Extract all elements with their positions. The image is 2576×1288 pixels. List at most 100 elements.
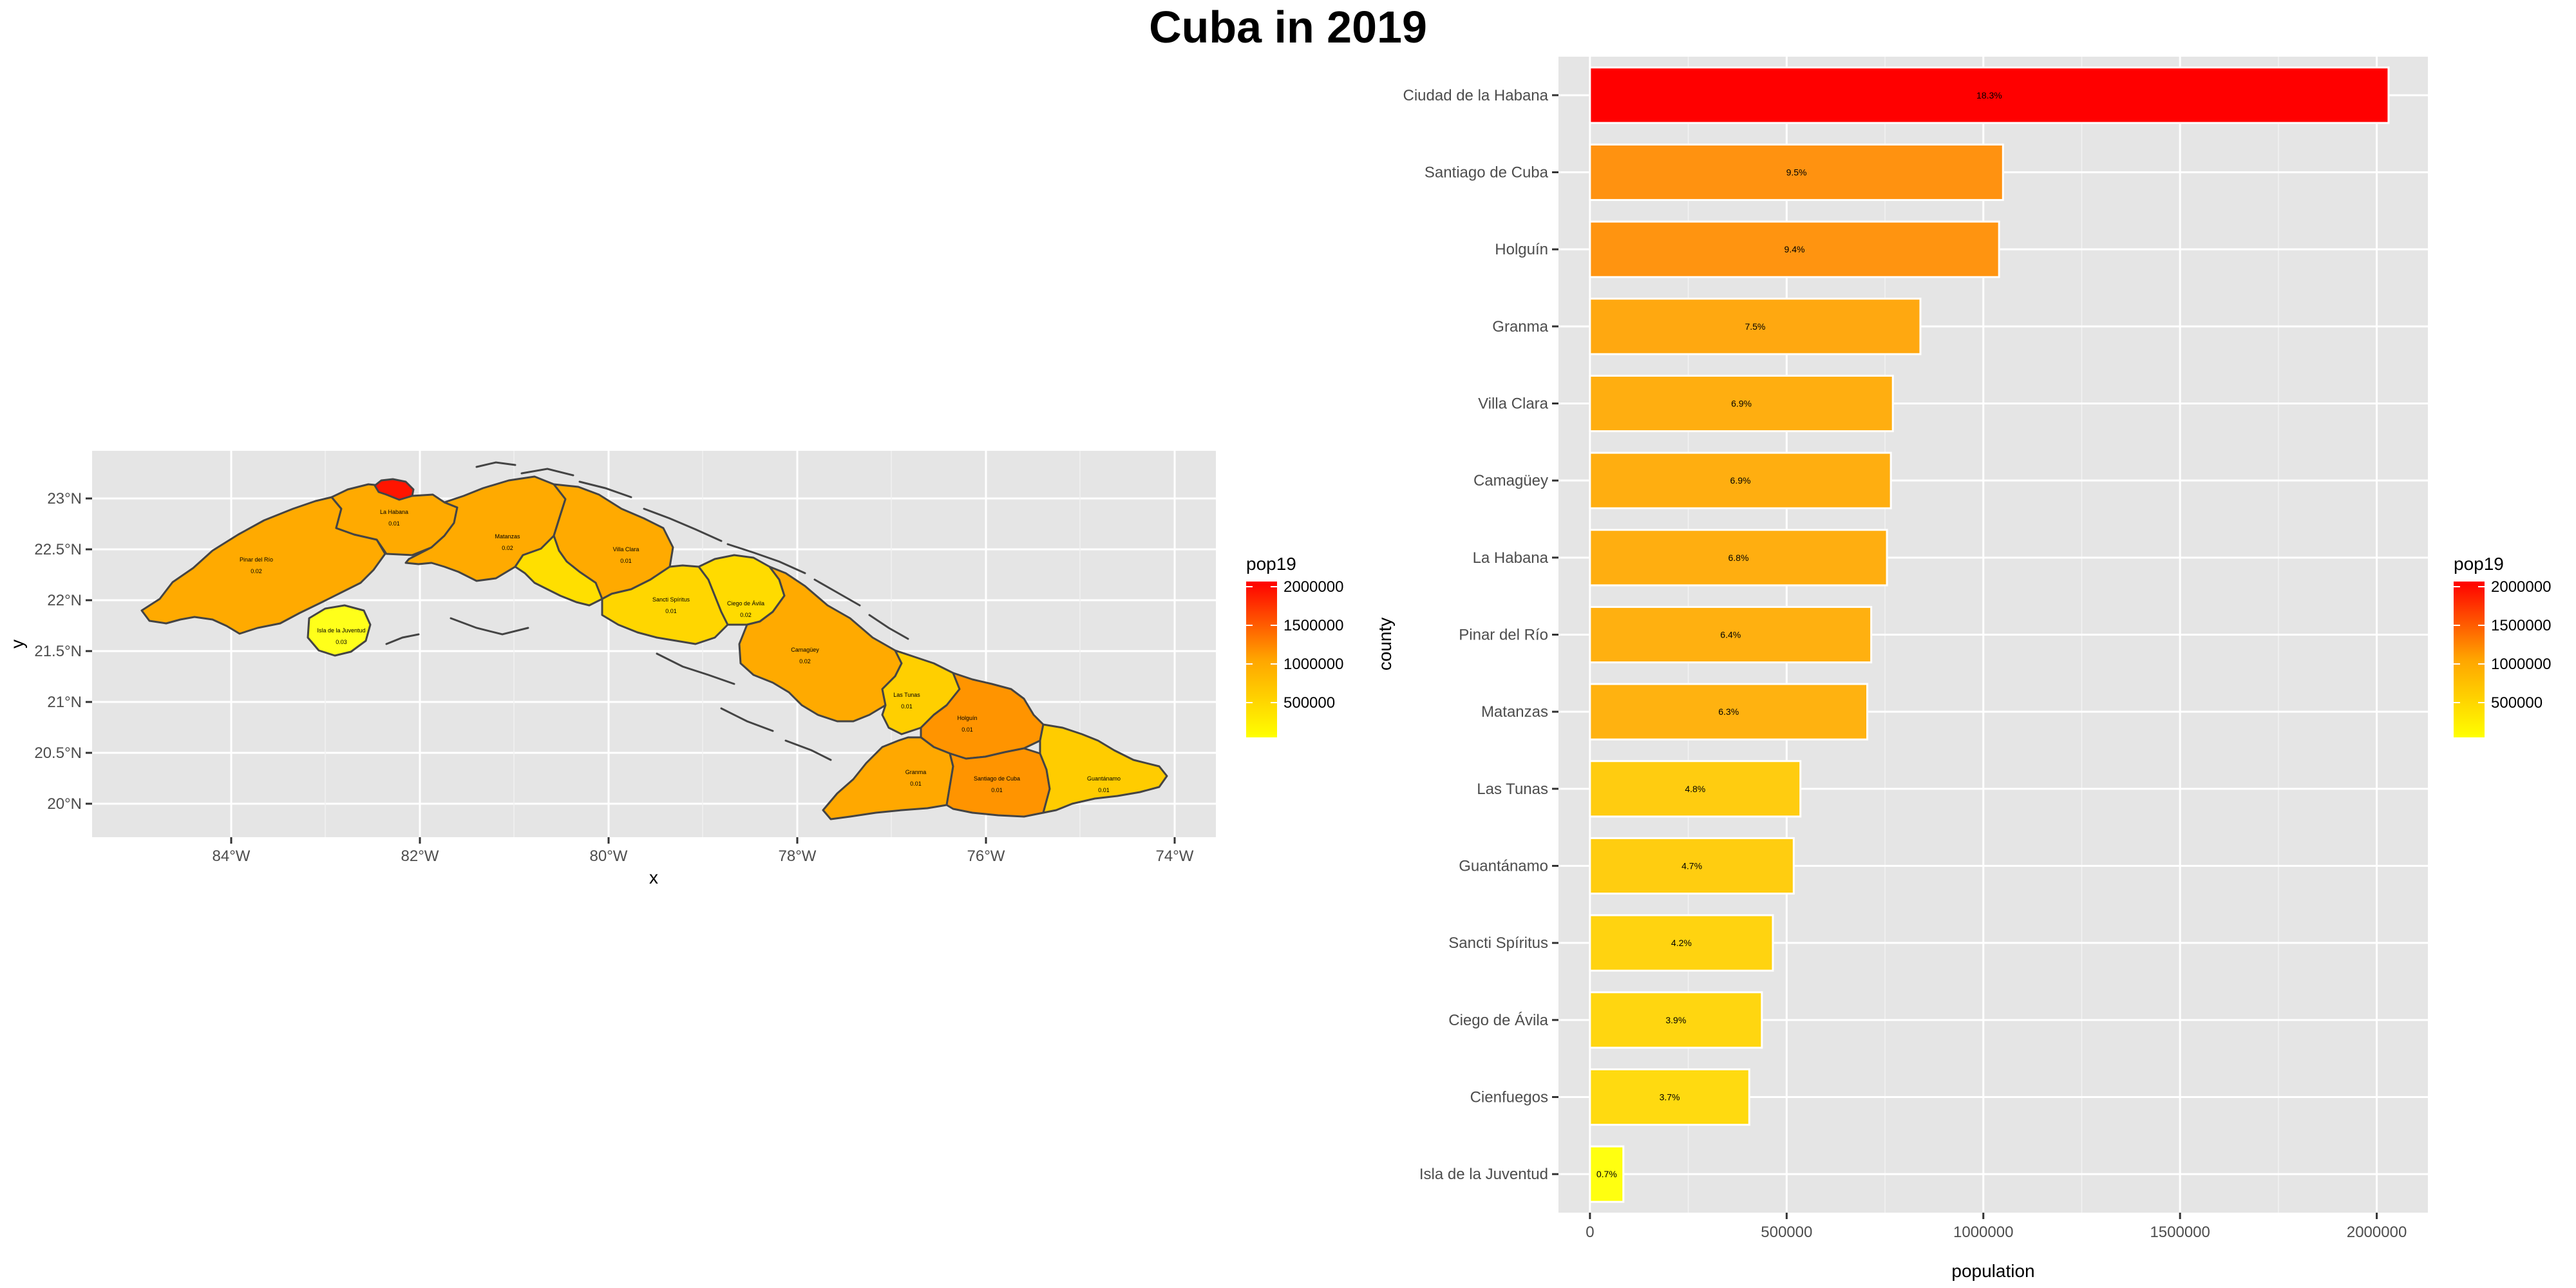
label-camaguey: Camagüey <box>791 647 819 653</box>
province-isla-de-la-juventud <box>307 604 372 657</box>
map-x-tick-marks <box>230 837 1176 844</box>
label-las-tunas: Las Tunas <box>893 692 920 698</box>
value-ciego-de-avila: 0.02 <box>740 612 752 618</box>
map-y-tick: 21°N <box>47 694 82 711</box>
bar-legend-label: 500000 <box>2491 694 2543 712</box>
bar-y-tick-label: Pinar del Río <box>1459 627 1548 644</box>
value-villa-clara: 0.01 <box>620 558 632 564</box>
map-y-tick-marks <box>86 497 92 805</box>
province-camaguey <box>738 565 903 723</box>
label-villa-clara: Villa Clara <box>613 546 639 553</box>
bar <box>1589 220 2000 278</box>
label-matanzas: Matanzas <box>495 533 520 540</box>
bar-data-label: 0.7% <box>1596 1169 1617 1179</box>
bar-y-tick-label: Ciudad de la Habana <box>1403 87 1548 104</box>
province-matanzas <box>404 475 567 582</box>
province-pinar-del-rio <box>140 496 386 635</box>
bar-y-tick-label: Las Tunas <box>1477 781 1548 798</box>
map-legend-ticks <box>1246 586 1277 703</box>
map-x-axis-label: x <box>649 867 658 887</box>
bar-legend-label: 1500000 <box>2491 617 2551 634</box>
bar <box>1589 451 1892 509</box>
province-labels: Pinar del Río 0.02 La Habana 0.01 Matanz… <box>240 509 1121 793</box>
bar-data-label: 9.4% <box>1785 244 1805 254</box>
bar-x-tick-label: 0 <box>1586 1224 1594 1241</box>
map-x-tick: 80°W <box>590 848 628 865</box>
map-x-tick: 78°W <box>779 848 817 865</box>
bar-y-tick-label: Granma <box>1492 318 1548 336</box>
map-x-tick: 76°W <box>967 848 1005 865</box>
bar-legend-ticks <box>2454 586 2485 703</box>
map-legend-label: 1000000 <box>1283 656 1343 673</box>
value-guantanamo: 0.01 <box>1098 787 1110 793</box>
bar-data-label: 18.3% <box>1976 90 2002 100</box>
bar-y-ticks: Ciudad de la Habana Santiago de Cuba Holgu… <box>1403 87 1558 1183</box>
map-legend-colorbar <box>1246 582 1277 737</box>
value-camaguey: 0.02 <box>799 658 811 665</box>
bar-data-label: 3.7% <box>1660 1092 1680 1103</box>
bar-data-label: 6.4% <box>1720 630 1741 640</box>
value-las-tunas: 0.01 <box>901 703 913 710</box>
bar-y-tick-label: Matanzas <box>1481 703 1548 721</box>
province-cienfuegos <box>514 535 603 607</box>
bar <box>1589 66 2390 124</box>
value-granma: 0.01 <box>910 781 922 787</box>
label-santiago-de-cuba: Santiago de Cuba <box>974 775 1020 782</box>
map-legend-label: 2000000 <box>1283 578 1343 596</box>
bar-y-axis-label: county <box>1375 618 1395 671</box>
map-y-axis-label: y <box>7 639 27 649</box>
bar-y-tick-label: La Habana <box>1473 549 1549 567</box>
map-x-tick: 84°W <box>213 848 251 865</box>
bar <box>1589 374 1894 433</box>
bar-data-label: 4.8% <box>1685 784 1705 794</box>
bar-legend-labels: 2000000 1500000 1000000 500000 <box>2491 578 2551 712</box>
bar-y-tick-label: Villa Clara <box>1478 395 1549 413</box>
bar-legend-label: 2000000 <box>2491 578 2551 596</box>
bar-x-tick-label: 2000000 <box>2347 1224 2407 1241</box>
bar-x-tick-label: 1000000 <box>1953 1224 2013 1241</box>
bar <box>1589 837 1795 895</box>
map-legend-labels: 2000000 1500000 1000000 500000 <box>1283 578 1343 712</box>
map-y-tick: 20°N <box>47 795 82 813</box>
bar-data-label: 6.9% <box>1730 475 1751 486</box>
value-holguin: 0.01 <box>961 726 973 733</box>
label-isla-de-la-juventud: Isla de la Juventud <box>317 627 365 634</box>
bar-data-label: 4.7% <box>1681 861 1702 871</box>
value-isla-de-la-juventud: 0.03 <box>336 639 347 645</box>
value-sancti-spiritus: 0.01 <box>665 608 677 614</box>
bar-legend-colorbar <box>2454 582 2485 737</box>
bar-data-label: 7.5% <box>1745 321 1765 332</box>
map-y-tick-labels: 20°N 20.5°N 21°N 21.5°N 22°N 22.5°N 23°N <box>34 490 82 813</box>
bar-y-tick-label: Cienfuegos <box>1470 1089 1548 1106</box>
label-granma: Granma <box>905 769 927 775</box>
bar <box>1589 760 1802 818</box>
bar <box>1589 914 1774 972</box>
map-y-tick: 20.5°N <box>34 744 82 762</box>
map-y-tick: 22.5°N <box>34 541 82 558</box>
bar <box>1589 298 1922 355</box>
map-y-tick: 21.5°N <box>34 643 82 660</box>
bar-x-tick-label: 1500000 <box>2150 1224 2210 1241</box>
province-las-tunas <box>881 649 961 735</box>
bar-x-ticks: 0 500000 1000000 1500000 2000000 <box>1586 1213 2407 1241</box>
bar-y-tick-label: Camagüey <box>1473 472 1548 489</box>
map-legend-title: pop19 <box>1246 554 1296 574</box>
label-ciego-de-avila: Ciego de Ávila <box>727 600 764 607</box>
bar-y-tick-label: Isla de la Juventud <box>1419 1166 1548 1183</box>
label-pinar-del-rio: Pinar del Río <box>240 556 273 563</box>
bar <box>1589 529 1888 587</box>
map-x-tick-labels: 84°W 82°W 80°W 78°W 76°W 74°W <box>213 848 1194 865</box>
bar <box>1589 143 2004 202</box>
bar-x-axis-label: population <box>1951 1261 2034 1281</box>
bar-y-tick-label: Ciego de Ávila <box>1448 1012 1548 1029</box>
map-legend-label: 1500000 <box>1283 617 1343 634</box>
bar <box>1589 683 1869 741</box>
map-legend-label: 500000 <box>1283 694 1335 712</box>
bar-data-label: 3.9% <box>1665 1015 1686 1025</box>
label-holguin: Holguín <box>957 715 977 721</box>
bar-data-label: 9.5% <box>1786 167 1807 178</box>
bar-marks: 18.3% 9.5% 9.4% 7.5% 6.9% 6.9% 6.8% 6.4% 6.3% 4.8… <box>1589 66 2390 1203</box>
province-ciudad-de-la-habana <box>374 478 415 501</box>
